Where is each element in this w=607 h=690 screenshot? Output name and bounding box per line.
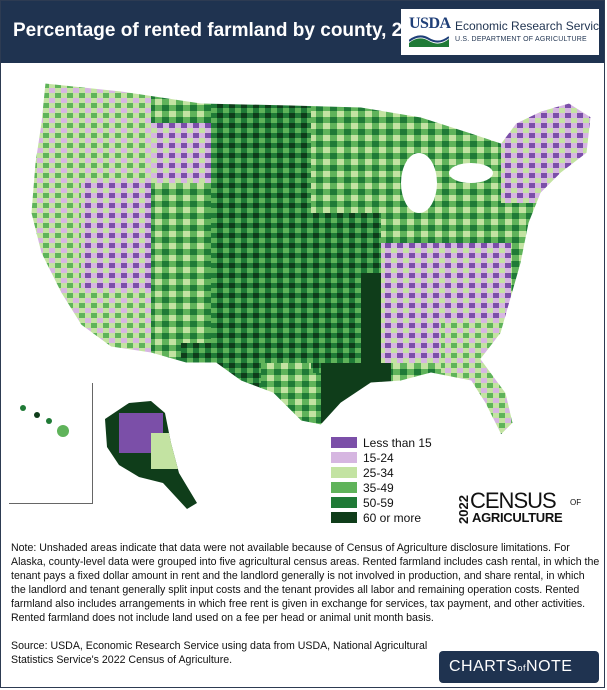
legend-item: 35-49	[331, 480, 432, 495]
census-of: OF	[570, 498, 582, 507]
legend: Less than 15 15-24 25-34 35-49 50-59 60 …	[331, 435, 432, 525]
source-text: Source: USDA, Economic Research Service …	[11, 640, 428, 666]
page-title: Percentage of rented farmland by county,…	[13, 20, 434, 41]
usda-logo-block: USDA Economic Research Service U.S. DEPA…	[401, 9, 604, 55]
note-text: Note: Unshaded areas indicate that data …	[11, 542, 600, 624]
us-county-map	[20, 82, 592, 509]
usda-swoosh-icon	[409, 35, 449, 47]
usda-logo: USDA	[409, 15, 451, 49]
legend-label: 15-24	[363, 450, 394, 465]
census-word: CENSUS	[470, 488, 557, 513]
legend-label: 35-49	[363, 480, 394, 495]
census-agriculture: AGRICULTURE	[472, 510, 563, 525]
note-word: NOTE	[526, 658, 573, 675]
legend-swatch	[331, 482, 357, 493]
legend-item: 15-24	[331, 450, 432, 465]
legend-swatch	[331, 497, 357, 508]
legend-swatch	[331, 452, 357, 463]
charts-word: CHARTS	[449, 658, 518, 675]
lake-erie-ontario	[449, 163, 493, 183]
great-lakes	[401, 153, 437, 213]
legend-label: 25-34	[363, 465, 394, 480]
charts-of-note-logo: CHARTSofNOTE	[449, 658, 572, 676]
legend-swatch	[331, 437, 357, 448]
alaska	[105, 401, 197, 509]
legend-item: 25-34	[331, 465, 432, 480]
legend-label: Less than 15	[363, 435, 432, 450]
usda-abbr: USDA	[409, 15, 451, 32]
map-area: Less than 15 15-24 25-34 35-49 50-59 60 …	[1, 63, 604, 533]
legend-swatch	[331, 467, 357, 478]
legend-item: 60 or more	[331, 510, 432, 525]
legend-label: 60 or more	[363, 510, 422, 525]
hawaii	[20, 405, 69, 437]
legend-label: 50-59	[363, 495, 394, 510]
us-outline	[30, 82, 592, 436]
agency-name: Economic Research Service	[455, 19, 605, 33]
census-of-agriculture-logo: 2022 CENSUS OF AGRICULTURE	[456, 488, 586, 532]
legend-item: Less than 15	[331, 435, 432, 450]
department-name: U.S. DEPARTMENT OF AGRICULTURE	[455, 36, 587, 43]
of-word: of	[517, 663, 527, 673]
inset-divider	[9, 383, 93, 504]
legend-item: 50-59	[331, 495, 432, 510]
census-year: 2022	[456, 495, 471, 524]
charts-of-note-badge: CHARTSofNOTE	[439, 651, 599, 683]
header-bar: Percentage of rented farmland by county,…	[1, 1, 604, 63]
legend-swatch	[331, 512, 357, 523]
